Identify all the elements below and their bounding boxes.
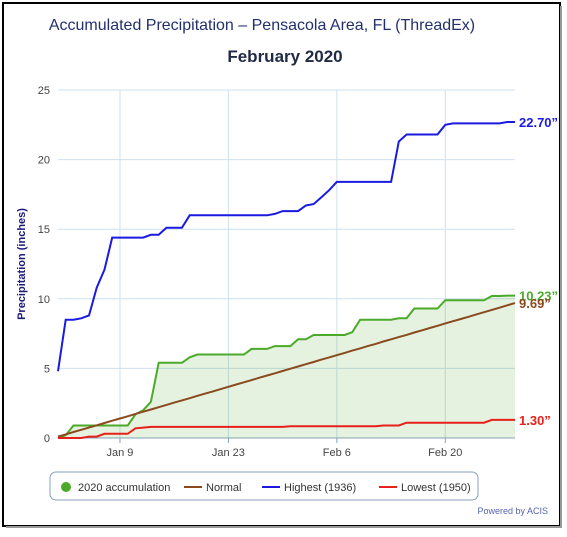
y-axis-label: Precipitation (inches) (16, 208, 28, 320)
end-label: 10.23” (519, 289, 558, 304)
credit: Powered by ACIS (477, 506, 548, 516)
legend-label[interactable]: Normal (206, 482, 241, 494)
legend-label[interactable]: Lowest (1950) (401, 482, 471, 494)
x-tick-label: Jan 9 (107, 447, 134, 459)
legend-label[interactable]: 2020 accumulation (78, 482, 170, 494)
y-tick-label: 15 (38, 224, 50, 236)
y-tick-label: 5 (44, 363, 50, 375)
legend-marker (61, 482, 71, 492)
line (57, 302, 516, 438)
line (57, 294, 515, 439)
y-tick-label: 0 (44, 433, 50, 445)
x-tick-label: Feb 20 (428, 447, 462, 459)
line (57, 121, 515, 372)
chart-subtitle: February 2020 (227, 47, 342, 66)
end-label: 22.70” (519, 115, 558, 130)
line (58, 418, 515, 439)
y-tick-label: 10 (38, 294, 50, 306)
y-tick-label: 25 (38, 85, 50, 97)
end-label: 1.30” (519, 413, 551, 428)
x-tick-label: Jan 23 (212, 447, 245, 459)
x-tick-label: Feb 6 (323, 447, 351, 459)
y-tick-label: 20 (38, 155, 50, 167)
frame (2, 2, 561, 527)
chart-title: Accumulated Precipitation – Pensacola Ar… (49, 17, 475, 34)
end-label: 9.69” (519, 296, 551, 311)
legend-label[interactable]: Highest (1936) (284, 482, 356, 494)
